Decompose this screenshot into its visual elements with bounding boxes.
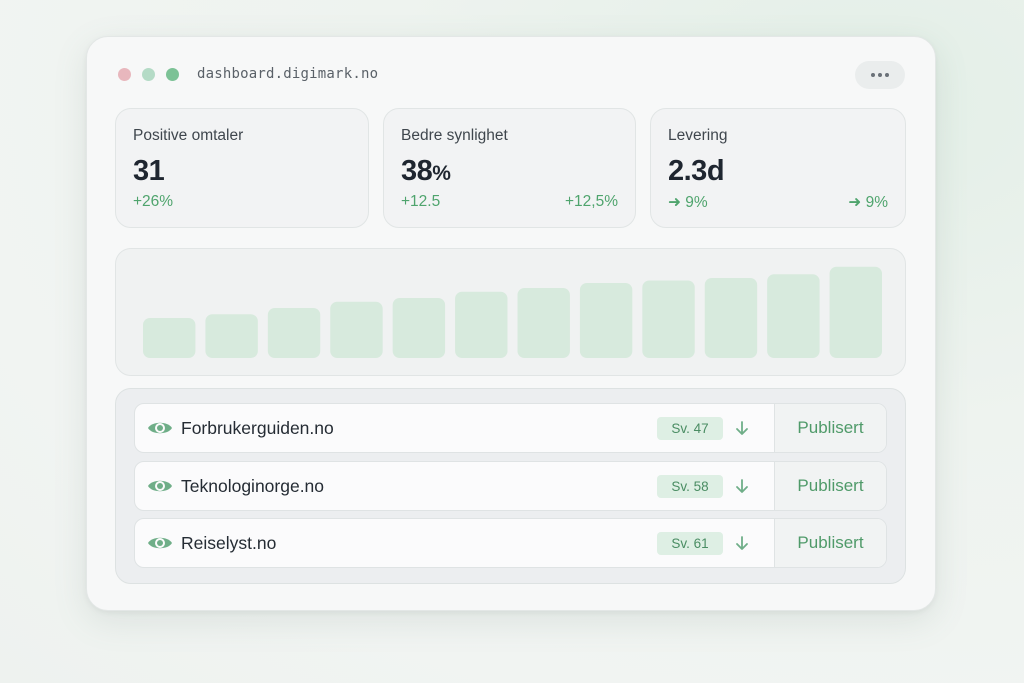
more-horizontal-icon bbox=[878, 73, 882, 77]
chart-bar bbox=[829, 266, 883, 358]
arrow-down-icon[interactable] bbox=[735, 416, 749, 440]
stat-value: 38% bbox=[401, 155, 451, 187]
list-item[interactable]: Forbrukerguiden.no Sv. 47 Publisert bbox=[134, 403, 887, 453]
stat-label: Bedre synlighet bbox=[401, 127, 508, 144]
url-label: dashboard.digimark.no bbox=[197, 66, 379, 82]
stat-delta: +26% bbox=[133, 193, 174, 210]
publish-status-button[interactable]: Publisert bbox=[774, 404, 886, 452]
version-badge: Sv. 47 bbox=[657, 417, 723, 440]
bar-chart-svg bbox=[142, 266, 883, 358]
chart-bar bbox=[142, 318, 196, 358]
chart-bar bbox=[392, 298, 446, 358]
stat-delta-secondary: ➜ 9% bbox=[848, 194, 888, 211]
site-name: Reiselyst.no bbox=[181, 533, 277, 553]
stat-delta: +12.5 bbox=[401, 193, 441, 210]
more-horizontal-icon bbox=[885, 73, 889, 77]
chart-bar bbox=[642, 280, 695, 358]
eye-icon bbox=[148, 422, 172, 434]
maximize-window-dot[interactable] bbox=[166, 68, 179, 81]
stat-card-visibility: Bedre synlighet 38% +12.5 +12,5% bbox=[383, 108, 636, 228]
stat-value: 2.3d bbox=[668, 155, 725, 187]
chart-bar bbox=[267, 308, 321, 358]
chart-bar bbox=[205, 314, 258, 358]
stat-label: Positive omtaler bbox=[133, 127, 244, 144]
site-name: Forbrukerguiden.no bbox=[181, 418, 334, 438]
arrow-down-icon[interactable] bbox=[735, 474, 749, 498]
publish-status-button[interactable]: Publisert bbox=[774, 462, 886, 510]
list-item[interactable]: Teknologinorge.no Sv. 58 Publisert bbox=[134, 461, 887, 511]
chart-bar bbox=[455, 291, 508, 358]
stat-value: 31 bbox=[133, 155, 165, 187]
chart-bar bbox=[704, 278, 758, 358]
site-list: Forbrukerguiden.no Sv. 47 Publisert Tekn… bbox=[115, 388, 906, 584]
chart-bar bbox=[767, 274, 820, 358]
eye-icon bbox=[148, 537, 172, 549]
title-bar: dashboard.digimark.no bbox=[87, 37, 935, 113]
arrow-down-icon[interactable] bbox=[735, 531, 749, 555]
chart-bar bbox=[517, 288, 570, 358]
stat-card-delivery: Levering 2.3d ➜ 9% ➜ 9% bbox=[650, 108, 906, 228]
more-menu-button[interactable] bbox=[855, 61, 905, 89]
stat-delta-secondary: +12,5% bbox=[564, 193, 618, 210]
more-horizontal-icon bbox=[871, 73, 875, 77]
stat-card-positive-reviews: Positive omtaler 31 +26% bbox=[115, 108, 369, 228]
minimize-window-dot[interactable] bbox=[142, 68, 155, 81]
list-item[interactable]: Reiselyst.no Sv. 61 Publisert bbox=[134, 518, 887, 568]
browser-window: dashboard.digimark.no Positive omtaler 3… bbox=[86, 36, 936, 611]
site-name: Teknologinorge.no bbox=[181, 476, 325, 496]
stat-delta: ➜ 9% bbox=[668, 194, 708, 211]
version-badge: Sv. 61 bbox=[657, 532, 723, 555]
bar-chart bbox=[115, 248, 906, 376]
publish-status-button[interactable]: Publisert bbox=[774, 519, 886, 567]
chart-bar bbox=[579, 283, 633, 358]
eye-icon bbox=[148, 480, 172, 492]
stat-label: Levering bbox=[668, 127, 728, 144]
chart-bar bbox=[330, 301, 383, 358]
version-badge: Sv. 58 bbox=[657, 475, 723, 498]
close-window-dot[interactable] bbox=[118, 68, 131, 81]
